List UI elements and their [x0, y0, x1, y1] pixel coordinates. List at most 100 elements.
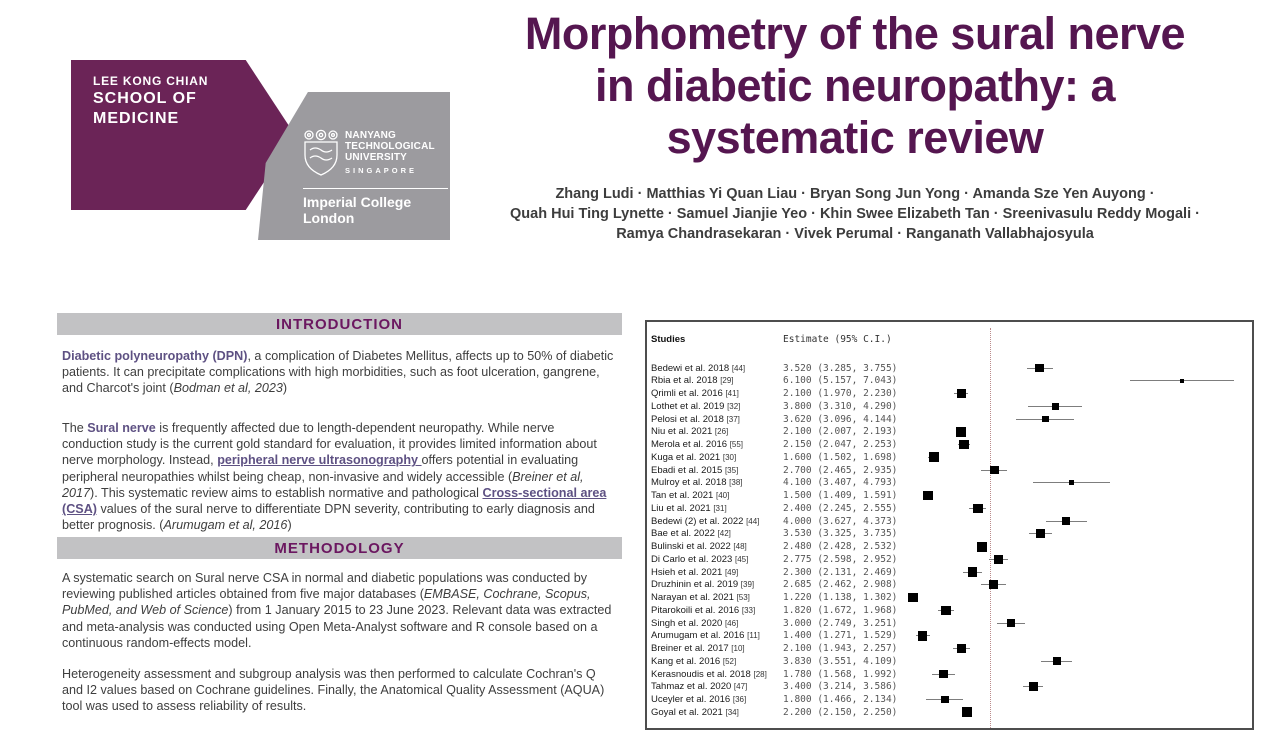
forest-estimate-value: 2.700 (2.465, 2.935) [783, 464, 898, 476]
forest-point-marker [989, 580, 998, 590]
ntu-name: NANYANG TECHNOLOGICAL UNIVERSITY [345, 130, 435, 163]
forest-study-label: Kuga et al. 2021 [30] [651, 451, 737, 463]
forest-point-marker [1035, 529, 1045, 539]
forest-study-label: Kang et al. 2016 [52] [651, 655, 737, 667]
intro-paragraph-2: The Sural nerve is frequently affected d… [62, 421, 607, 533]
imperial-college-label: London [303, 210, 355, 226]
forest-study-label: Merola et al. 2016 [55] [651, 439, 744, 450]
section-header-introduction: INTRODUCTION [57, 313, 622, 335]
forest-point-marker [956, 426, 967, 437]
forest-study-label: Liu et al. 2021 [31] [651, 502, 727, 514]
logo-divider [303, 188, 448, 189]
forest-study-label: Bulinski et al. 2022 [48] [651, 541, 747, 552]
forest-point-marker [1051, 402, 1059, 410]
forest-estimate-value: 3.530 (3.325, 3.735) [783, 528, 898, 540]
forest-estimate-value: 4.000 (3.627, 4.373) [783, 515, 898, 527]
forest-study-label: Druzhinin et al. 2019 [39] [651, 579, 755, 591]
ntu-crest-icon [302, 129, 340, 184]
forest-study-label: Goyal et al. 2021 [34] [651, 706, 739, 718]
forest-study-label: Kerasnoudis et al. 2018 [28] [651, 668, 767, 680]
forest-estimate-value: 2.100 (1.970, 2.230) [783, 388, 898, 399]
forest-estimate-value: 3.800 (3.310, 4.290) [783, 400, 898, 412]
lkc-medicine-logo: LEE KONG CHIAN SCHOOL OF MEDICINE [71, 60, 295, 210]
lkc-school-name-line: LEE KONG CHIAN [93, 74, 209, 88]
page-title: Morphometry of the sural nerve in diabet… [524, 8, 1186, 163]
forest-estimate-value: 2.100 (1.943, 2.257) [783, 643, 898, 654]
forest-study-label: Ebadi et al. 2015 [35] [651, 464, 739, 476]
author-list: Zhang Ludi · Matthias Yi Quan Liau · Bry… [430, 184, 1280, 244]
lkc-school-name-line: SCHOOL OF [93, 90, 197, 107]
forest-study-label: Uceyler et al. 2016 [36] [651, 694, 747, 705]
forest-point-marker [917, 630, 928, 641]
forest-point-marker [990, 465, 999, 475]
forest-estimate-value: 3.520 (3.285, 3.755) [783, 362, 898, 374]
forest-study-label: Pelosi et al. 2018 [37] [651, 413, 740, 425]
forest-estimate-value: 1.400 (1.271, 1.529) [783, 630, 898, 642]
forest-study-label: Bedewi (2) et al. 2022 [44] [651, 515, 760, 527]
author-line: Ramya Chandrasekaran · Vivek Perumal · R… [616, 226, 1094, 242]
forest-estimate-value: 2.400 (2.245, 2.555) [783, 502, 898, 514]
forest-point-marker [923, 490, 934, 501]
lkc-school-name-line: MEDICINE [93, 110, 180, 127]
forest-estimate-value: 3.830 (3.551, 4.109) [783, 655, 898, 667]
forest-point-marker [939, 669, 949, 679]
forest-reference-line [990, 328, 991, 728]
forest-point-marker [941, 605, 951, 615]
forest-estimate-value: 2.200 (2.150, 2.250) [783, 706, 898, 718]
methodology-paragraph-1: A systematic search on Sural nerve CSA i… [62, 571, 612, 650]
forest-study-label: Singh et al. 2020 [46] [651, 617, 739, 629]
forest-estimate-value: 3.620 (3.096, 4.144) [783, 413, 898, 425]
forest-point-marker [928, 452, 939, 463]
forest-point-marker [959, 439, 969, 450]
forest-column-header-estimate: Estimate (95% C.I.) [783, 334, 892, 345]
forest-study-label: Bedewi et al. 2018 [44] [651, 362, 746, 374]
forest-study-label: Arumugam et al. 2016 [11] [651, 630, 760, 642]
forest-point-marker [993, 554, 1004, 564]
forest-estimate-value: 1.800 (1.466, 2.134) [783, 694, 898, 705]
section-heading-text: METHODOLOGY [274, 539, 405, 557]
forest-point-marker [967, 567, 977, 577]
forest-estimate-value: 1.220 (1.138, 1.302) [783, 592, 898, 603]
section-header-methodology: METHODOLOGY [57, 537, 622, 559]
forest-point-marker [1041, 415, 1049, 423]
forest-point-marker [1006, 618, 1016, 628]
forest-estimate-value: 2.150 (2.047, 2.253) [783, 439, 898, 450]
forest-estimate-value: 1.500 (1.409, 1.591) [783, 490, 898, 501]
forest-estimate-value: 4.100 (3.407, 4.793) [783, 477, 898, 489]
forest-study-label: Tahmaz et al. 2020 [47] [651, 681, 748, 693]
forest-estimate-value: 2.100 (2.007, 2.193) [783, 426, 898, 438]
forest-estimate-value: 1.780 (1.568, 1.992) [783, 668, 898, 680]
ntu-singapore-label: SINGAPORE [345, 166, 418, 175]
forest-point-marker [956, 388, 967, 399]
forest-study-label: Di Carlo et al. 2023 [45] [651, 553, 749, 565]
forest-estimate-value: 2.685 (2.462, 2.908) [783, 579, 898, 591]
forest-point-marker [973, 503, 983, 513]
forest-estimate-value: 3.400 (3.214, 3.586) [783, 681, 898, 693]
forest-estimate-value: 2.480 (2.428, 2.532) [783, 541, 898, 552]
forest-estimate-value: 3.000 (2.749, 3.251) [783, 617, 898, 629]
forest-estimate-value: 1.600 (1.502, 1.698) [783, 451, 898, 463]
forest-study-label: Mulroy et al. 2018 [38] [651, 477, 743, 489]
forest-point-marker [961, 707, 972, 718]
methodology-paragraph-2: Heterogeneity assessment and subgroup an… [62, 667, 605, 714]
forest-estimate-value: 2.300 (2.131, 2.469) [783, 566, 898, 578]
forest-point-marker [1180, 379, 1184, 383]
intro-paragraph-1: Diabetic polyneuropathy (DPN), a complic… [62, 349, 614, 396]
forest-study-label: Narayan et al. 2021 [53] [651, 592, 750, 603]
section-heading-text: INTRODUCTION [276, 315, 403, 333]
forest-point-marker [940, 695, 949, 704]
forest-point-marker [1069, 480, 1075, 486]
forest-point-marker [977, 541, 988, 552]
forest-point-marker [1035, 363, 1045, 373]
forest-study-label: Tan et al. 2021 [40] [651, 490, 730, 501]
forest-plot: Studies Estimate (95% C.I.) Bedewi et al… [645, 320, 1254, 730]
ntu-imperial-logo: NANYANG TECHNOLOGICAL UNIVERSITY SINGAPO… [258, 92, 450, 240]
author-line: Zhang Ludi · Matthias Yi Quan Liau · Bry… [555, 186, 1155, 202]
forest-column-header-studies: Studies [651, 334, 686, 345]
forest-point-marker [1028, 682, 1038, 692]
forest-point-marker [1062, 517, 1071, 525]
forest-study-label: Qrimli et al. 2016 [41] [651, 388, 739, 399]
forest-estimate-value: 2.775 (2.598, 2.952) [783, 553, 898, 565]
forest-study-label: Niu et al. 2021 [26] [651, 426, 729, 438]
